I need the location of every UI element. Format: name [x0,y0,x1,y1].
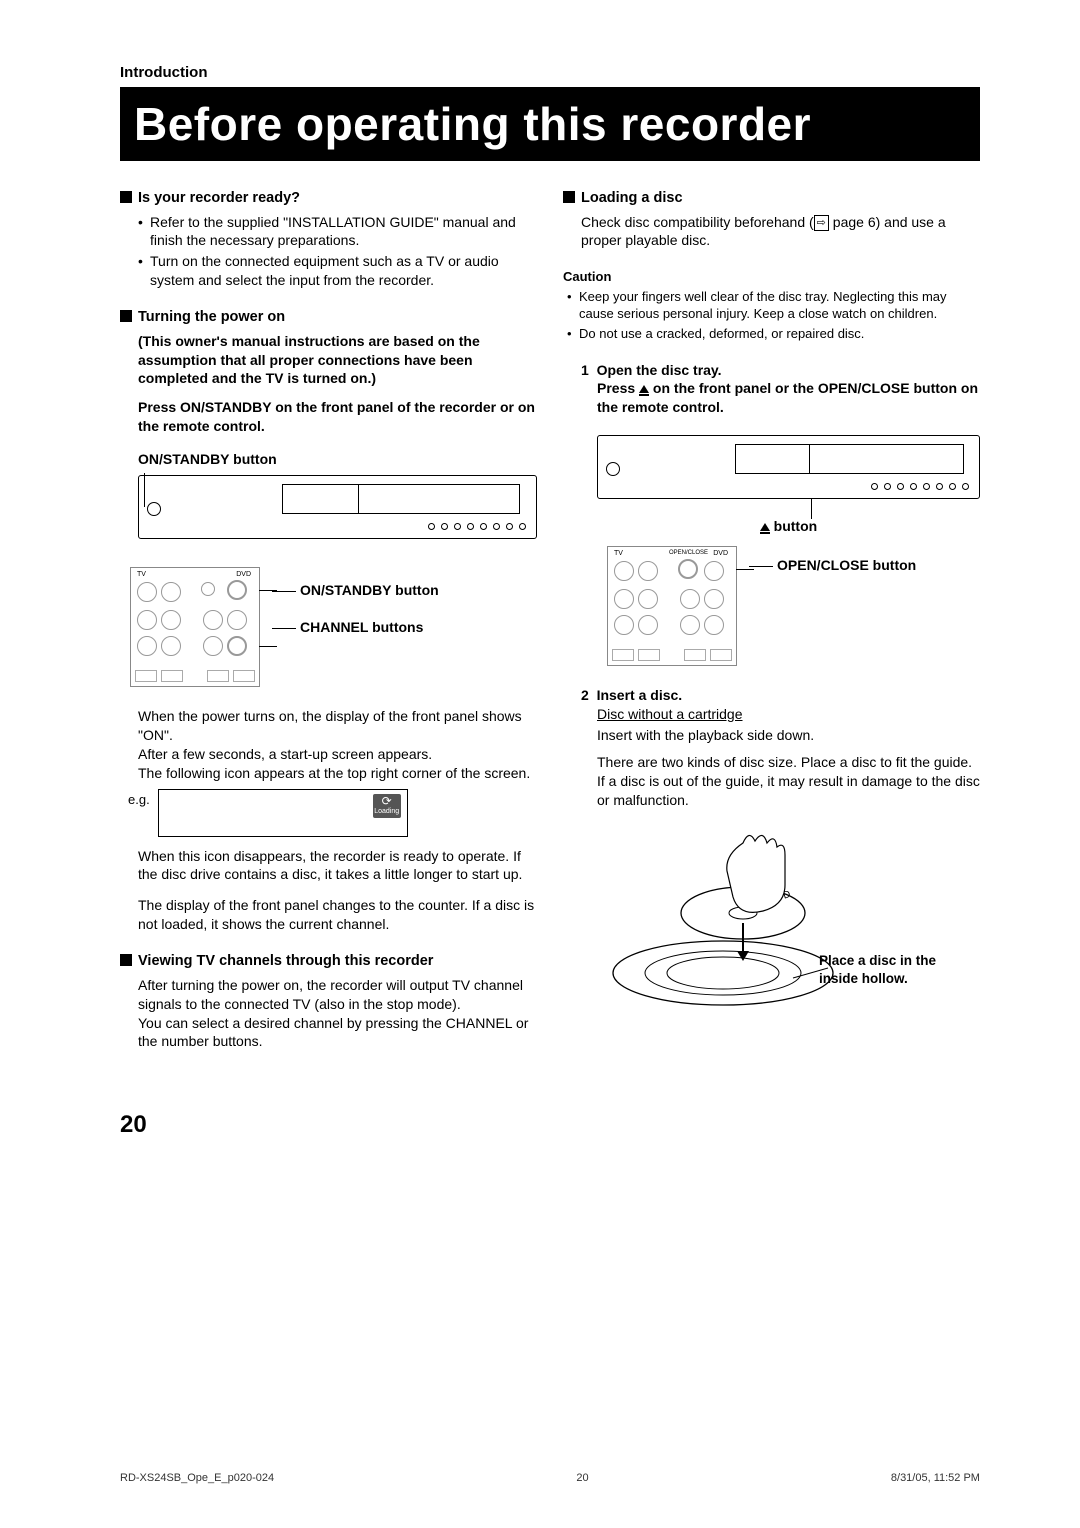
step2-title: 2 Insert a disc. [581,686,980,705]
step2-p1: Insert with the playback side down. [597,726,980,745]
eject-icon [760,523,770,531]
footer-file: RD-XS24SB_Ope_E_p020-024 [120,1472,274,1484]
section-label: Introduction [120,60,980,91]
page: Introduction Before operating this recor… [0,0,1080,1179]
screen-frame: ⟳ Loading [158,789,408,837]
display-panel [735,444,964,474]
caution-title: Caution [563,268,980,286]
ready-bullets: Refer to the supplied "INSTALLATION GUID… [138,213,537,291]
section-loading: Loading a disc Check disc compatibility … [563,189,980,250]
step2-sub: Disc without a cartridge [597,705,980,724]
counter-text: The display of the front panel changes t… [138,896,537,934]
list-item: Turn on the connected equipment such as … [150,252,537,290]
square-bullet-icon [120,310,132,322]
heading-power: Turning the power on [120,308,537,328]
heading-viewing: Viewing TV channels through this recorde… [120,952,537,972]
button-row [428,523,526,530]
footer-pg: 20 [576,1472,588,1484]
remote-diagram: TV DVD [130,567,260,687]
power-on-text: When the power turns on, the display of … [138,707,537,745]
page-title: Before operating this recorder [120,91,980,161]
disc-caption: Place a disc in the inside hollow. [819,952,959,987]
eg-label: e.g. [128,789,150,809]
pointer-line [811,499,812,519]
step1-title: 1 Open the disc tray. [581,361,980,380]
remote-labels: ON/STANDBY button CHANNEL buttons [272,563,439,655]
eject-button-label: button [597,517,980,536]
remote-diagram-wrap-2: TV OPEN/CLOSE DVD [597,542,980,666]
right-column: Loading a disc Check disc compatibility … [563,189,980,1071]
section-power: Turning the power on (This owner's manua… [120,308,537,934]
footer: RD-XS24SB_Ope_E_p020-024 20 8/31/05, 11:… [120,1472,980,1484]
loading-icon: ⟳ Loading [373,794,401,818]
openclose-callout: OPEN/CLOSE button [777,557,916,573]
viewing-p2: You can select a desired channel by pres… [138,1014,537,1052]
square-bullet-icon [120,191,132,203]
power-button-icon [606,462,620,476]
display-panel [282,484,520,514]
section-viewing: Viewing TV channels through this recorde… [120,952,537,1051]
square-bullet-icon [563,191,575,203]
page-number: 20 [120,1111,980,1139]
heading-loading: Loading a disc [563,189,980,209]
list-item: Do not use a cracked, deformed, or repai… [579,325,980,343]
step2-p2: There are two kinds of disc size. Place … [597,753,980,810]
icon-text: The following icon appears at the top ri… [138,764,537,783]
example-box: e.g. ⟳ Loading [128,789,537,837]
channel-callout: CHANNEL buttons [300,619,423,635]
recorder-front-diagram [138,475,537,539]
loading-p1: Check disc compatibility beforehand (⇨ p… [581,213,980,251]
power-button-icon [147,502,161,516]
section-ready: Is your recorder ready? Refer to the sup… [120,189,537,290]
caution-block: Caution Keep your fingers well clear of … [563,268,980,342]
button-row [871,483,969,490]
recorder-front-diagram-2 [597,435,980,499]
startup-text: After a few seconds, a start-up screen a… [138,745,537,764]
step1-instruction: Press on the front panel or the OPEN/CLO… [597,379,980,417]
icon-disappear-text: When this icon disappears, the recorder … [138,847,537,885]
step-1: 1 Open the disc tray. Press on the front… [563,361,980,667]
eject-icon [639,385,649,393]
content-columns: Is your recorder ready? Refer to the sup… [120,189,980,1071]
onstandby-callout: ON/STANDBY button [300,582,439,598]
list-item: Keep your fingers well clear of the disc… [579,288,980,323]
caution-list: Keep your fingers well clear of the disc… [567,288,980,343]
viewing-p1: After turning the power on, the recorder… [138,976,537,1014]
onstandby-label: ON/STANDBY button [138,450,537,469]
list-item: Refer to the supplied "INSTALLATION GUID… [150,213,537,251]
remote-diagram-2: TV OPEN/CLOSE DVD [607,546,737,666]
remote-diagram-wrap: TV DVD [120,563,537,687]
remote-labels-2: OPEN/CLOSE button [749,542,916,593]
power-instruction: Press ON/STANDBY on the front panel of t… [138,398,537,436]
page-ref-icon: ⇨ [814,215,829,232]
footer-date: 8/31/05, 11:52 PM [891,1472,980,1484]
left-column: Is your recorder ready? Refer to the sup… [120,189,537,1071]
heading-ready: Is your recorder ready? [120,189,537,209]
square-bullet-icon [120,954,132,966]
disc-insert-diagram: DVD Place a disc in the inside hollow. [593,823,980,1053]
power-note: (This owner's manual instructions are ba… [138,332,537,389]
step-2: 2 Insert a disc. Disc without a cartridg… [563,686,980,1053]
